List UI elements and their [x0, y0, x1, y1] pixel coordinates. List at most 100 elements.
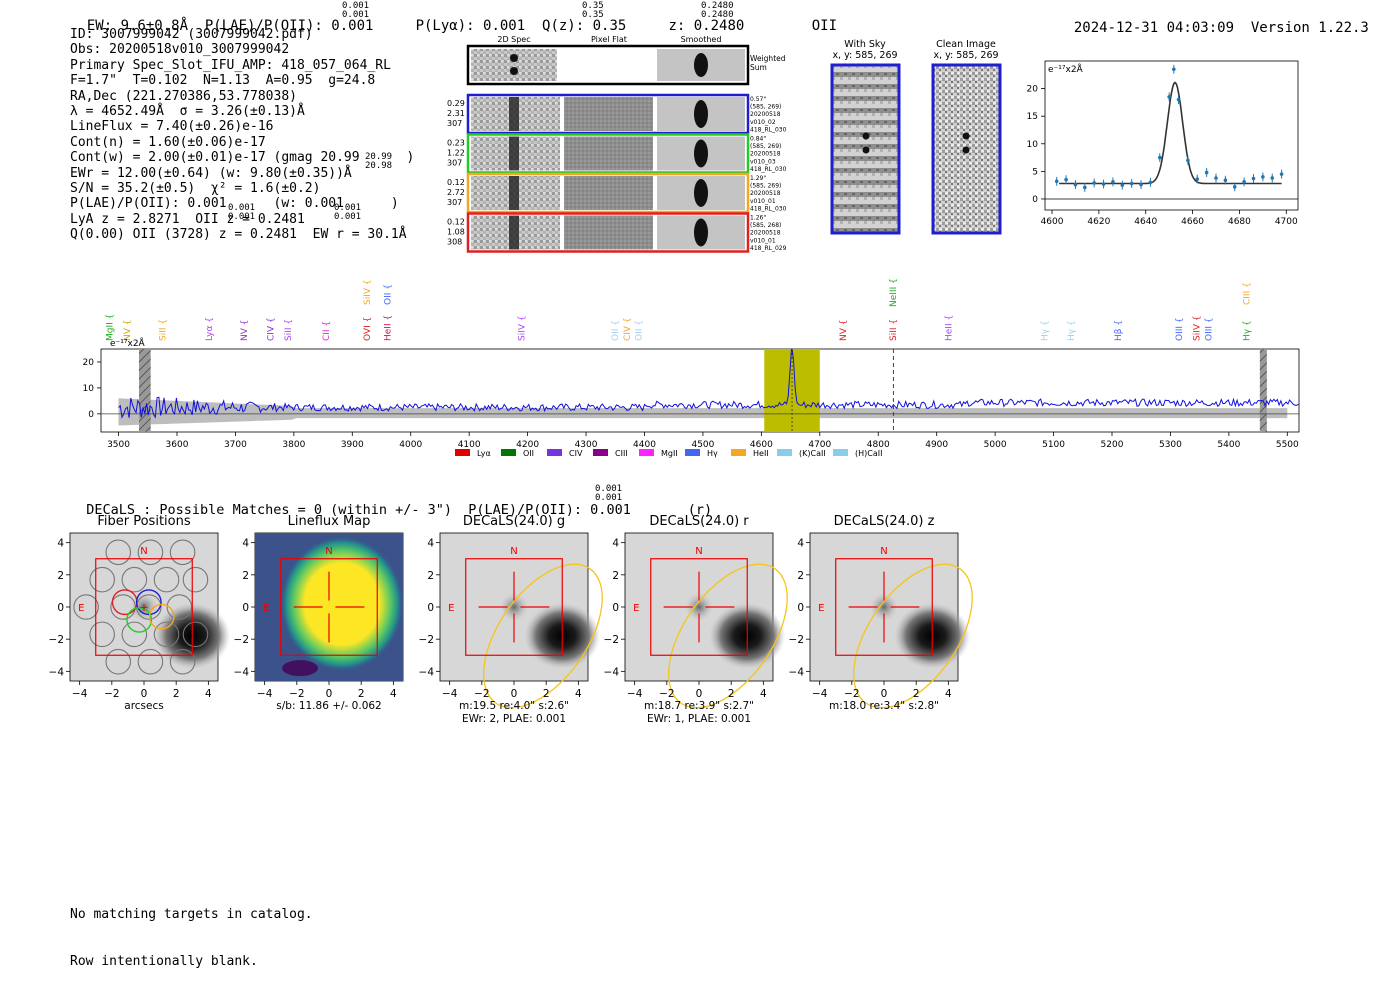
line-fit-axes-frame — [1044, 60, 1299, 211]
line-fit-ytick-4: 15 — [1027, 112, 1038, 122]
cutout-row-1-flat — [564, 97, 653, 131]
spectrum-xtick-2: 3600 — [166, 440, 189, 450]
decals-ytick: 0 — [427, 602, 434, 614]
decals-panel-2-caption-1: s/b: 11.86 +/- 0.062 — [276, 700, 381, 712]
spectrum-xtick-12: 4600 — [750, 440, 773, 450]
info-plae: P(LAE)/P(OII): 0.001 (w: 0.001 ) — [70, 196, 399, 212]
fiber-circle — [137, 539, 164, 566]
cutout-row-2-right-1: 0.84" — [750, 136, 766, 143]
line-fit-point — [1232, 185, 1237, 189]
cutout-row-3-left-1: 0.12 — [447, 178, 465, 187]
fiber-circle — [182, 566, 209, 593]
line-fit-ytick-2: 5 — [1032, 167, 1038, 177]
line-fit-point — [1120, 183, 1125, 187]
cutout-row-3-trace — [509, 176, 519, 210]
line-fit-point — [1083, 185, 1087, 190]
decals-xtick: 4 — [390, 688, 397, 700]
clean-source-bottom — [962, 146, 970, 154]
spectrum-unit-label: e⁻¹⁷x2Å — [110, 337, 146, 349]
cutout-row-4-left-3: 308 — [447, 238, 462, 247]
line-marker-SiIV: SiIV { — [363, 279, 373, 305]
line-marker-SiII: SiII { — [158, 319, 168, 341]
legend-swatch-2 — [501, 449, 516, 456]
fiber-circle — [121, 566, 148, 593]
cutout-row-4-right-3: 20200518 — [750, 230, 781, 237]
cutout-row-1-left-2: 2.31 — [447, 109, 465, 118]
spectrum-xtick-4: 3800 — [282, 440, 305, 450]
decals-xtick: −2 — [844, 688, 859, 700]
fiber-circle — [89, 621, 115, 648]
decals-panel-5-title: DECaLS(24.0) z — [834, 514, 935, 529]
cutout-row-4-left-1: 0.12 — [447, 218, 465, 227]
decals-panel-1-caption-1: arcsecs — [124, 700, 163, 712]
header-summary-text: EW: 9.6±0.8Å P(LAE)/P(OII): 0.001 P(Lyα)… — [86, 18, 838, 34]
spectrum-axes-frame — [100, 348, 1300, 433]
spectrum-line — [118, 349, 1299, 419]
decals-ytick: 4 — [427, 538, 434, 550]
decals-ytick: 4 — [612, 538, 619, 550]
info-primary-slot: Primary Spec_Slot_IFU_AMP: 418_057_064_R… — [70, 57, 391, 73]
catalog-footer: No matching targets in catalog. Row inte… — [70, 876, 313, 985]
with-sky-source-top — [862, 132, 870, 140]
cutout-row-3-right-1: 1.29" — [750, 175, 766, 182]
decals-panel-5-box — [835, 558, 933, 656]
decals-panel-1-title: Fiber Positions — [97, 514, 190, 529]
legend-swatch-7 — [731, 449, 746, 456]
line-fit-point — [1195, 177, 1200, 181]
decals-panel-5-aperture — [853, 563, 973, 709]
cutout-row-2-right-2: (585, 269) — [750, 143, 781, 150]
decals-ytick: 0 — [242, 602, 249, 614]
decals-panel-2-east: E — [263, 603, 269, 614]
decals-panel-4-caption-1: m:18.7 re:3.9" s:2.7" — [644, 700, 754, 712]
decals-ytick: −2 — [49, 634, 64, 646]
fiber-circle — [182, 621, 209, 648]
full-spectrum-chart: MgII {NV {SiII {Lyα {NV {CIV {SiII {CII … — [83, 278, 1300, 458]
legend-swatch-3 — [547, 449, 562, 456]
decals-panel-4-source — [685, 593, 713, 621]
fiber-highlight-4 — [148, 603, 175, 630]
line-fit-point — [1261, 175, 1265, 179]
header-timestamp-version: 2024-12-31 04:03:09 Version 1.22.3 — [1057, 4, 1369, 36]
legend-swatch-5 — [639, 449, 654, 456]
cutout-row-1-left-3: 307 — [447, 119, 462, 128]
decals-panel-4-east: E — [633, 603, 639, 614]
cutout-row-1-right-2: (585, 269) — [750, 104, 781, 111]
sky-panels: With Sky x, y: 585, 269 Clean Image x, y… — [830, 39, 1002, 235]
decals-panel-1-east: E — [78, 603, 84, 614]
legend-swatch-6 — [685, 449, 700, 456]
info-ewr: EWr = 12.00(±0.64) (w: 9.80(±0.35))Å — [70, 165, 352, 181]
line-marker-OII: OII { — [611, 320, 621, 341]
clean-image-title: Clean Image — [936, 39, 996, 50]
spectrum-ytick-1: 0 — [88, 410, 94, 420]
spectrum-xtick-16: 5000 — [984, 440, 1007, 450]
line-marker-OII: OII { — [383, 284, 393, 305]
line-fit-ytick-5: 20 — [1027, 85, 1039, 95]
timestamp-version-text: 2024-12-31 04:03:09 Version 1.22.3 — [1073, 20, 1369, 36]
spectrum-ytick-2: 10 — [83, 384, 95, 394]
cutout-row-2-left-1: 0.23 — [447, 139, 465, 148]
fiber-circle — [89, 566, 115, 593]
legend-swatch-8 — [777, 449, 792, 456]
decals-xtick: 4 — [945, 688, 952, 700]
decals-summary-text: DECaLS : Possible Matches = 0 (within +/… — [86, 502, 713, 518]
cutout-row-4-left-2: 1.08 — [447, 228, 465, 237]
cutout-row-2-left-2: 1.22 — [447, 149, 465, 158]
decals-xtick: −4 — [257, 688, 273, 700]
cutout-row-4-right-4: v010_01 — [750, 237, 776, 244]
decals-xtick: −4 — [72, 688, 88, 700]
decals-ytick: −2 — [234, 634, 249, 646]
decals-xtick: −2 — [659, 688, 674, 700]
line-marker-SiII: SiII { — [889, 319, 899, 341]
decals-summary: DECaLS : Possible Matches = 0 (within +/… — [70, 486, 712, 518]
decals-ytick: 0 — [612, 602, 619, 614]
line-fit-point — [1101, 182, 1106, 186]
decals-ytick: −4 — [789, 666, 805, 678]
spectrum-xtick-10: 4400 — [633, 440, 656, 450]
clean-image-subtitle: x, y: 585, 269 — [933, 50, 998, 61]
decals-panel-1-box — [95, 558, 193, 656]
line-fit-xtick-4: 4660 — [1181, 217, 1204, 227]
cutout-row-2-trace — [509, 136, 519, 171]
decals-panel-4-north: N — [695, 546, 702, 557]
fiber-circle — [137, 648, 164, 675]
decals-xtick: −4 — [627, 688, 643, 700]
